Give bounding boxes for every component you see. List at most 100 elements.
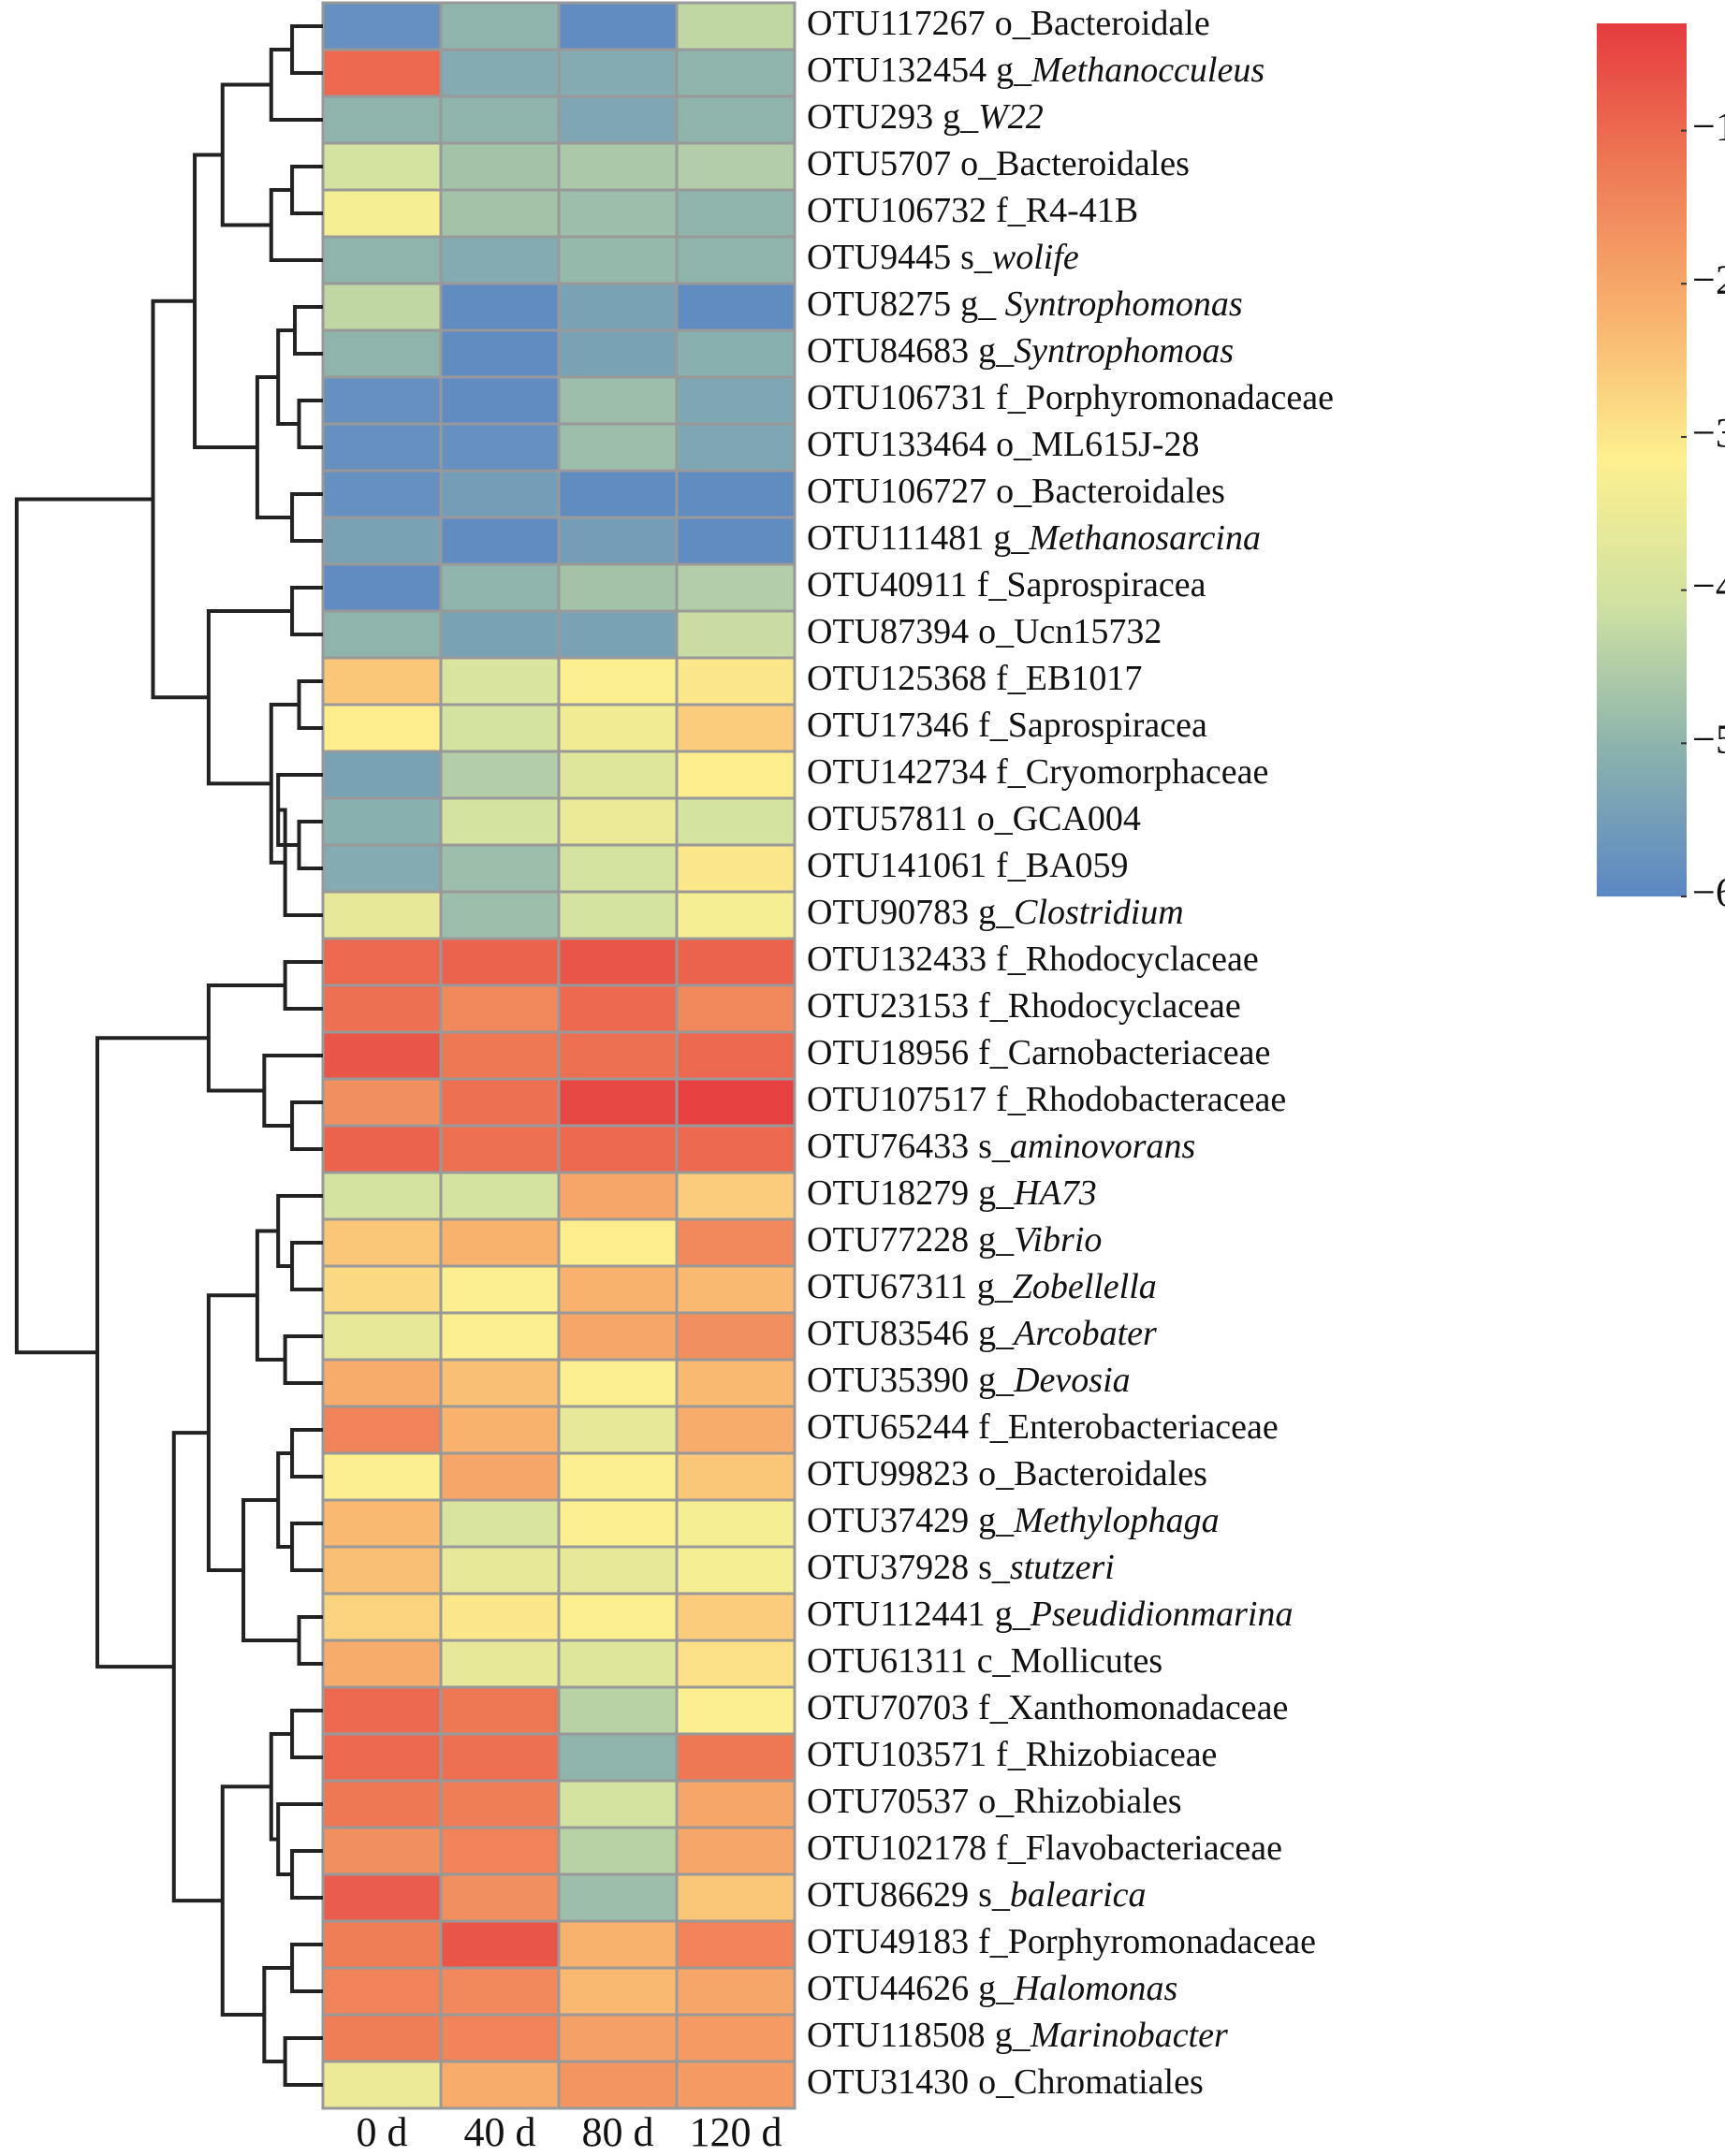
row-label: OTU99823 o_Bacteroidales — [807, 1454, 1207, 1493]
taxon-name: Methylophaga — [1013, 1501, 1220, 1540]
heat-cell — [439, 188, 561, 239]
taxon-rank: f_ — [996, 659, 1027, 698]
taxon-name: Devosia — [1013, 1361, 1131, 1400]
heat-cell — [675, 1405, 797, 1455]
otu-id: OTU86629 — [807, 1875, 969, 1915]
otu-id: OTU35390 — [807, 1361, 969, 1400]
row-label: OTU84683 g_Syntrophomoas — [807, 331, 1234, 371]
row-label: OTU106732 f_R4-41B — [807, 191, 1138, 230]
heat-cell — [321, 1451, 443, 1502]
heat-cell — [439, 1077, 561, 1128]
row-label: OTU142734 f_Cryomorphaceae — [807, 752, 1268, 792]
heat-cell — [439, 1498, 561, 1549]
dendrogram-branch — [206, 983, 285, 1093]
taxon-rank: f_ — [978, 1688, 1009, 1727]
heat-cell — [557, 95, 679, 145]
taxon-rank: f_ — [978, 706, 1009, 745]
dendrogram-branch — [276, 1451, 293, 1549]
row-label: OTU83546 g_Arcobater — [807, 1314, 1157, 1353]
heat-cell — [439, 235, 561, 285]
taxon-name: balearica — [1010, 1875, 1147, 1915]
taxon-rank: f_ — [977, 565, 1008, 605]
otu-id: OTU44626 — [807, 1969, 969, 2008]
row-label: OTU9445 s_wolife — [807, 238, 1079, 277]
heat-cell — [557, 1358, 679, 1408]
heat-cell — [557, 141, 679, 192]
dendrogram-branch — [290, 1100, 323, 1151]
heat-cell — [675, 1264, 797, 1315]
otu-id: OTU67311 — [807, 1267, 968, 1306]
taxon-rank: f_ — [978, 1922, 1009, 1961]
taxon-rank: g_ — [995, 1595, 1031, 1634]
heat-cell — [439, 469, 561, 519]
heat-cell — [439, 1685, 561, 1736]
dendrogram-branch — [171, 1431, 223, 1903]
row-label: OTU17346 f_Saprospiracea — [807, 706, 1207, 745]
otu-id: OTU77228 — [807, 1220, 969, 1260]
heat-cell — [557, 1826, 679, 1876]
taxon-rank: f_ — [996, 1735, 1027, 1774]
heat-cell — [321, 141, 443, 192]
taxon-rank: g_ — [978, 1173, 1015, 1213]
otu-id: OTU125368 — [807, 659, 987, 698]
dendrogram-branch — [193, 153, 257, 449]
heat-cell — [321, 282, 443, 332]
dendrogram-branch — [297, 1615, 323, 1666]
heat-cell — [675, 375, 797, 426]
heat-cell — [321, 1639, 443, 1689]
heat-cell — [675, 796, 797, 847]
heat-cell — [321, 188, 443, 239]
row-label: OTU40911 f_Saprospiracea — [807, 565, 1206, 605]
heat-cell — [557, 1217, 679, 1268]
heat-cell — [675, 1077, 797, 1128]
heat-cell — [439, 328, 561, 379]
otu-id: OTU18279 — [807, 1173, 969, 1213]
heat-cell — [321, 1872, 443, 1923]
taxon-name: Zobellella — [1013, 1267, 1157, 1306]
row-label: OTU106731 f_Porphyromonadaceae — [807, 378, 1334, 417]
heat-cell — [439, 1779, 561, 1829]
taxon-name: Cryomorphaceae — [1026, 752, 1269, 792]
heat-cell — [557, 1592, 679, 1642]
colorbar-tick-label: −3 — [1692, 410, 1725, 456]
heat-cell — [439, 1451, 561, 1502]
otu-id: OTU87394 — [807, 612, 969, 651]
heat-cell — [321, 1732, 443, 1783]
dendrogram-branch — [255, 1229, 285, 1362]
heat-cell — [675, 1966, 797, 2017]
heat-cell — [557, 1171, 679, 1221]
taxon-name: Bacteroidale — [1031, 4, 1210, 43]
otu-id: OTU99823 — [807, 1454, 969, 1493]
dendrogram-branch — [276, 1194, 323, 1268]
heat-cell — [321, 1264, 443, 1315]
otu-id: OTU111481 — [807, 518, 984, 558]
taxon-name: R4-41B — [1026, 191, 1138, 230]
taxon-name: Flavobacteriaceae — [1026, 1828, 1282, 1868]
heat-cell — [557, 1451, 679, 1502]
heat-cell — [321, 1358, 443, 1408]
heat-cell — [675, 1592, 797, 1642]
dendrogram-branch — [262, 1966, 293, 2063]
heat-cell — [321, 1826, 443, 1876]
heat-cell — [557, 1498, 679, 1549]
heat-cell — [321, 2060, 443, 2110]
heat-cell — [321, 750, 443, 800]
taxon-rank: f_ — [996, 378, 1027, 417]
colorbar-tick-label: −1 — [1692, 104, 1725, 150]
otu-id: OTU132433 — [807, 940, 987, 979]
heat-cell — [439, 1919, 561, 1970]
heat-cell — [439, 983, 561, 1034]
taxon-rank: f_ — [996, 1828, 1027, 1868]
heat-cell — [321, 48, 443, 98]
otu-id: OTU106731 — [807, 378, 987, 417]
row-label: OTU5707 o_Bacteroidales — [807, 144, 1190, 183]
heat-cell — [439, 609, 561, 660]
row-label: OTU90783 g_Clostridium — [807, 893, 1184, 932]
taxon-name: Methanosarcina — [1028, 518, 1261, 558]
heat-cell — [557, 235, 679, 285]
taxon-name: Rhodobacteraceae — [1026, 1080, 1287, 1119]
otu-id: OTU23153 — [807, 986, 969, 1026]
heat-cell — [675, 1358, 797, 1408]
dendrogram-branch — [269, 188, 323, 262]
dendrogram-branch — [14, 497, 153, 1355]
